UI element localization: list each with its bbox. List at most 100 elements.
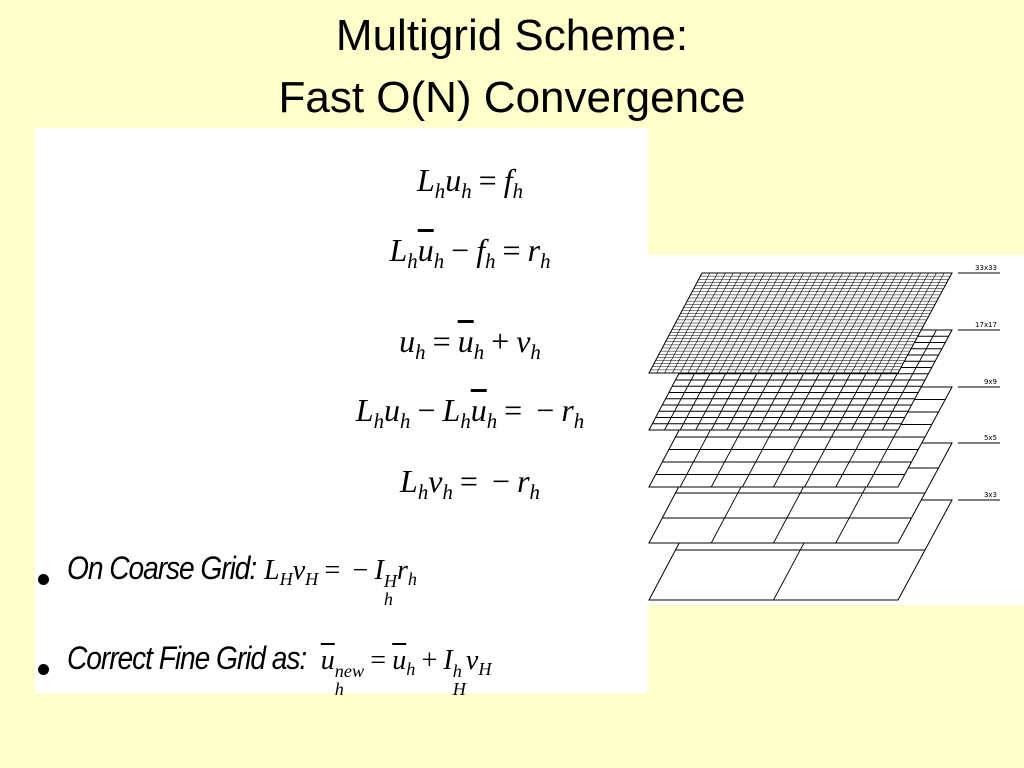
symbol-base: u — [399, 323, 416, 359]
scripts: h — [461, 180, 472, 204]
superscript: h — [452, 661, 462, 682]
scripts: h — [486, 410, 498, 434]
grid-label: 17x17 — [975, 321, 997, 329]
operator: − — [492, 463, 511, 499]
symbol-base: v — [428, 463, 443, 499]
subscript: H — [478, 659, 492, 680]
subscript: h — [400, 410, 411, 434]
subscript: h — [334, 679, 344, 700]
operator: = — [502, 232, 521, 268]
scripts: h — [417, 481, 429, 505]
symbol-base: L — [355, 392, 374, 428]
superscript: H — [383, 571, 397, 592]
operator: = — [370, 645, 387, 676]
bullet-label: Correct Fine Grid as: — [67, 640, 307, 676]
subscript: h — [573, 410, 585, 434]
scripts: h — [540, 250, 551, 274]
subscript: h — [530, 341, 541, 365]
scripts: h — [408, 570, 417, 588]
scripts: h — [373, 410, 384, 434]
scripts: H — [305, 570, 318, 588]
subscript: h — [407, 569, 417, 590]
subscript: h — [415, 341, 426, 365]
title-line: Multigrid Scheme: — [335, 11, 689, 60]
subscript: h — [473, 341, 485, 365]
operator: = — [478, 162, 497, 198]
symbol-base: r — [527, 232, 541, 268]
symbol-base: u — [457, 323, 474, 359]
subscript: h — [442, 481, 453, 505]
symbol-base: I — [374, 555, 384, 586]
subscript: h — [485, 250, 496, 274]
subscript: h — [529, 481, 540, 505]
symbol-base: u — [470, 392, 487, 428]
operator: − — [352, 555, 369, 586]
grid-label: 5x5 — [984, 434, 997, 442]
operator: = — [459, 463, 478, 499]
symbol: u new h — [321, 645, 364, 699]
scripts: h — [434, 180, 446, 204]
subscript: h — [373, 410, 384, 434]
symbol-base: L — [442, 392, 461, 428]
symbol-base: v — [516, 323, 531, 359]
scripts: h — [407, 251, 417, 273]
symbol-base: u — [392, 645, 407, 676]
subscript: h — [434, 180, 446, 204]
subscript: h — [406, 659, 416, 680]
grid-label: 9x9 — [984, 378, 997, 386]
symbol-base: L — [400, 463, 418, 499]
grid-label: 33x33 — [975, 264, 997, 272]
subscript: h — [461, 180, 472, 204]
bullet-dot — [38, 573, 49, 585]
symbol-base: L — [416, 162, 435, 198]
symbol-base: r — [561, 392, 574, 428]
bullet-dot — [38, 663, 49, 675]
symbol-base: u — [320, 645, 335, 676]
scripts: new h — [334, 662, 364, 700]
subscript: h — [383, 589, 393, 610]
symbol-base: r — [517, 463, 530, 499]
operator: + — [421, 645, 438, 676]
subscript: h — [512, 180, 523, 204]
scripts: h — [415, 341, 426, 365]
symbol-base: r — [396, 555, 408, 586]
subscript: h — [540, 250, 551, 274]
scripts: h — [485, 250, 496, 274]
scripts: h — [529, 481, 540, 505]
symbol-base: f — [503, 162, 513, 198]
subscript: h — [486, 410, 498, 434]
scripts: H — [478, 660, 491, 678]
scripts: h — [473, 341, 485, 365]
symbol-base: L — [389, 232, 408, 268]
symbol-base: v — [465, 645, 479, 676]
symbol-base: u — [384, 392, 400, 428]
title-line: Fast O(N) Convergence — [278, 73, 746, 122]
subscript: h — [417, 481, 429, 505]
symbol-base: u — [417, 232, 434, 268]
symbol-base: f — [476, 232, 486, 268]
scripts: h — [442, 481, 453, 505]
symbol-base: I — [443, 645, 453, 676]
operator: − — [451, 232, 470, 268]
